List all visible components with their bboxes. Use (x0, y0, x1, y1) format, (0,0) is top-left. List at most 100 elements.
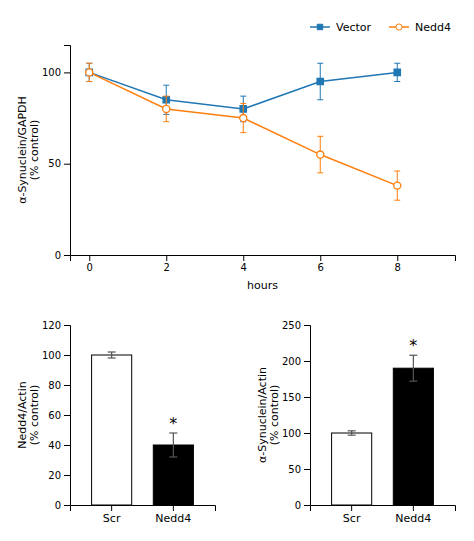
tick-label: 200 (282, 356, 301, 367)
bar (393, 368, 433, 505)
tick: Scr (103, 505, 121, 525)
error-bar (240, 103, 246, 132)
legend-label: Nedd4 (415, 21, 451, 34)
point (240, 114, 247, 121)
tick-label: 4 (241, 262, 247, 273)
point (86, 69, 93, 76)
error-stem (413, 355, 414, 381)
tick-label: 40 (48, 440, 61, 451)
tick-mark (64, 415, 70, 416)
error-cap (108, 351, 116, 352)
tick-mark (173, 505, 174, 511)
error-cap (86, 81, 92, 82)
x-axis: Scr Nedd4 (71, 505, 216, 525)
error-cap (169, 456, 177, 457)
legend: Nedd4 Vector (310, 21, 451, 34)
error-cap (348, 435, 356, 436)
tick-mark (64, 505, 70, 506)
plot-area (86, 63, 401, 200)
x-axis: 02468 (71, 255, 456, 273)
tick-mark (304, 397, 310, 398)
tick-mark (64, 325, 70, 326)
error-cap (240, 103, 246, 104)
error-cap (240, 96, 246, 97)
tick-mark (89, 255, 90, 261)
error-cap (394, 200, 400, 201)
legend-item: Nedd4 (389, 21, 451, 34)
tick: 100 (282, 428, 310, 439)
error-cap (86, 81, 92, 82)
point (317, 78, 323, 84)
tick-label: 250 (282, 320, 301, 331)
error-bar (394, 171, 400, 200)
tick-label: 50 (288, 464, 301, 475)
y-axis: 0 50 100 150 200 250 (282, 320, 311, 511)
error-cap (163, 85, 169, 86)
tick-mark (64, 445, 70, 446)
tick-mark (397, 255, 398, 261)
error-bar (86, 63, 92, 81)
error-cap (394, 171, 400, 172)
error-cap (163, 121, 169, 122)
tick-mark (351, 505, 352, 511)
error-bar (86, 63, 92, 81)
tick-label: 0 (295, 500, 301, 511)
tick-label: Nedd4 (155, 512, 191, 525)
tick-label: 100 (282, 428, 301, 439)
axis-line (71, 256, 456, 262)
legend-label: Vector (336, 21, 372, 34)
tick-mark (304, 469, 310, 470)
tick-mark (64, 164, 70, 165)
x-axis-title: hours (247, 279, 278, 292)
tick: 2 (164, 255, 170, 273)
error-cap (240, 132, 246, 133)
tick: Scr (343, 505, 361, 525)
tick-label: 0 (55, 500, 61, 511)
error-bar (348, 431, 356, 435)
error-stem (173, 433, 174, 457)
bar (332, 433, 372, 505)
plot-area (92, 352, 194, 505)
error-bar (108, 352, 116, 358)
tick: 0 (55, 250, 70, 261)
tick: 6 (318, 255, 324, 273)
tick-mark (304, 505, 310, 506)
error-cap (317, 63, 323, 64)
tick: 4 (241, 255, 247, 273)
tick: 100 (42, 67, 70, 78)
label-line: Nedd4/Actin (16, 381, 29, 448)
axis-line (64, 326, 71, 506)
tick-label: 60 (48, 410, 61, 421)
tick: 150 (282, 392, 310, 403)
tick-label: 80 (48, 380, 61, 391)
tick-mark (304, 361, 310, 362)
error-cap (394, 81, 400, 82)
tick-label: 100 (42, 67, 61, 78)
line (89, 72, 397, 185)
series (86, 63, 401, 200)
error-bar (317, 63, 323, 100)
x-axis: Scr Nedd4 (311, 505, 456, 525)
tick: 250 (282, 320, 310, 331)
point (394, 182, 401, 189)
label-line: α-Synuclein/GAPDH (16, 96, 29, 204)
tick: Nedd4 (395, 505, 431, 525)
error-cap (348, 430, 356, 431)
tick-mark (111, 505, 112, 511)
legend-marker (396, 24, 402, 30)
error-bar (394, 63, 400, 81)
tick: 200 (282, 356, 310, 367)
tick-mark (304, 433, 310, 434)
axis-line (64, 46, 71, 256)
tick-mark (320, 255, 321, 261)
tick-label: 20 (48, 470, 61, 481)
bar (92, 355, 132, 505)
tick-label: 120 (42, 320, 61, 331)
y-axis-title: α-Synuclein/Actin(% control) (256, 367, 281, 463)
tick: 0 (55, 500, 70, 511)
tick: 40 (48, 440, 70, 451)
error-cap (317, 99, 323, 100)
annotation: * (169, 414, 177, 433)
tick-mark (64, 355, 70, 356)
error-bar (163, 96, 169, 122)
